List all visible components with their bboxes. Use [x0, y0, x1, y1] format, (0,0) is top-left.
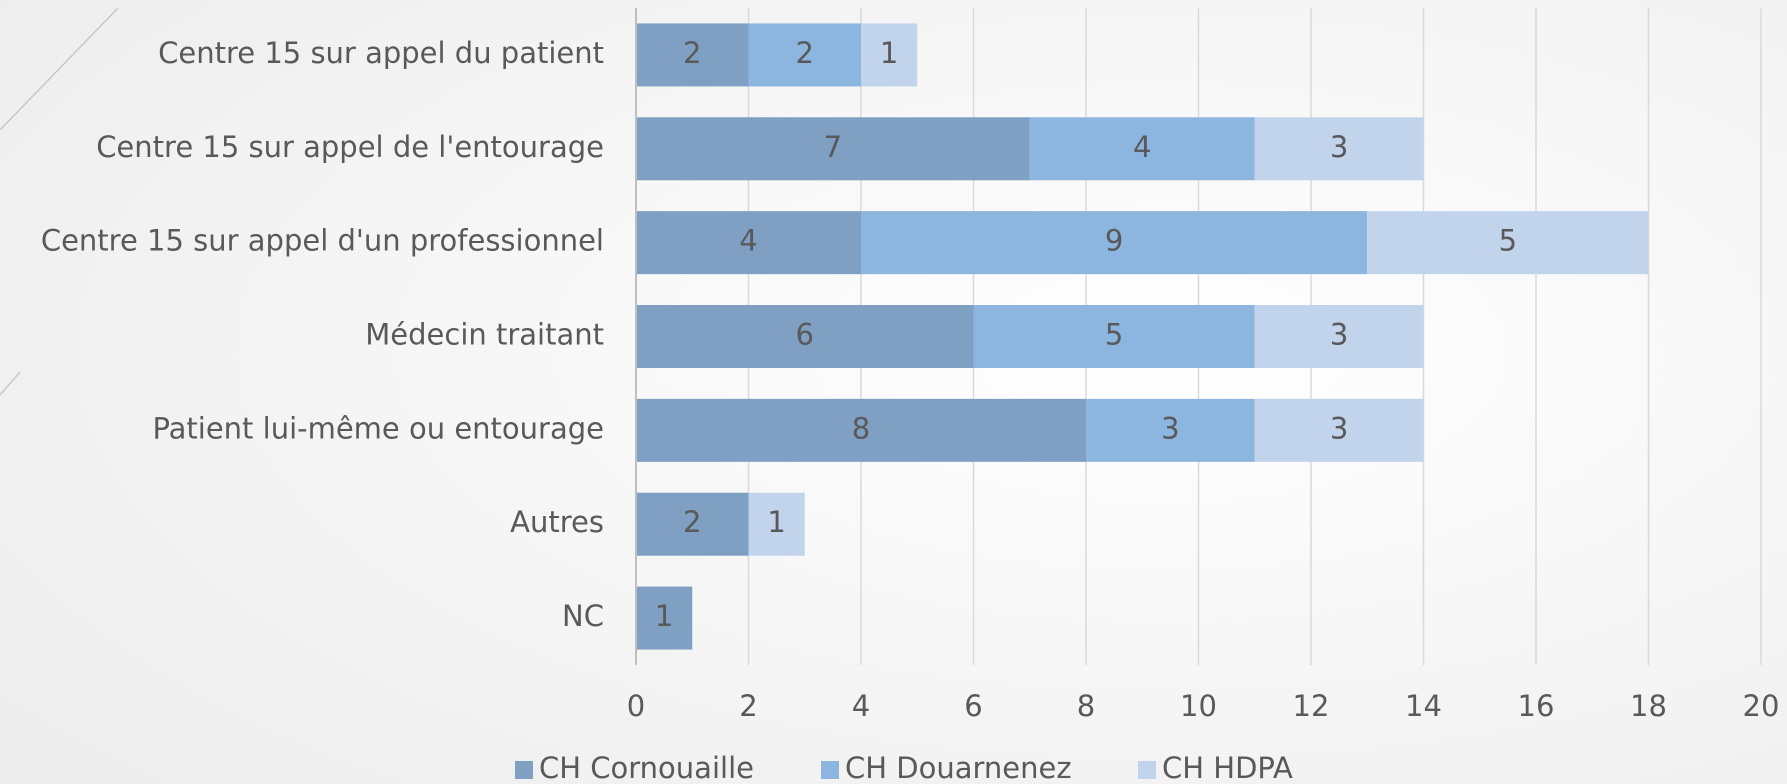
data-label: 1	[767, 505, 785, 539]
decoration	[0, 7, 119, 131]
y-tick-label: Médecin traitant	[365, 318, 604, 352]
data-label: 4	[739, 224, 757, 258]
bar-segment	[636, 398, 1086, 462]
bar-segment	[1086, 398, 1255, 462]
bar-segment	[973, 305, 1255, 368]
y-tick-label: Autres	[510, 505, 604, 539]
x-tick-label: 16	[1518, 689, 1555, 723]
bar-segment	[1254, 117, 1424, 181]
bar-segment	[861, 23, 918, 87]
bar-segment	[748, 23, 861, 87]
y-tick-label: Centre 15 sur appel d'un professionnel	[41, 224, 604, 258]
data-label: 9	[1105, 224, 1123, 258]
data-label: 3	[1330, 130, 1348, 164]
bar-segment	[636, 586, 693, 650]
bar-segment	[1254, 305, 1424, 368]
legend-label: CH HDPA	[1162, 751, 1293, 784]
x-tick-label: 4	[852, 689, 870, 723]
data-label: 3	[1161, 411, 1179, 445]
decoration	[0, 371, 21, 396]
legend-label: CH Douarnenez	[845, 751, 1072, 784]
data-label: 1	[880, 36, 898, 70]
bar-segment	[1367, 211, 1649, 275]
y-tick-label: Centre 15 sur appel de l'entourage	[96, 130, 604, 164]
data-label: 3	[1330, 411, 1348, 445]
x-tick-label: 0	[627, 689, 645, 723]
bar-segment	[636, 492, 749, 556]
data-label: 2	[683, 505, 701, 539]
x-tick-label: 6	[964, 689, 982, 723]
data-label: 8	[852, 411, 870, 445]
x-tick-label: 20	[1743, 689, 1780, 723]
data-label: 2	[796, 36, 814, 70]
bar-segment	[861, 211, 1368, 275]
x-tick-label: 18	[1630, 689, 1667, 723]
bar-segment	[748, 492, 805, 556]
legend-swatch	[515, 761, 533, 779]
data-label: 6	[796, 318, 814, 352]
data-label: 4	[1133, 130, 1151, 164]
data-label: 1	[655, 599, 673, 633]
x-tick-label: 10	[1180, 689, 1217, 723]
bar-segment	[636, 117, 1030, 181]
bar-segment	[1254, 398, 1424, 462]
data-label: 5	[1105, 318, 1123, 352]
x-tick-label: 14	[1405, 689, 1442, 723]
x-tick-label: 2	[739, 689, 757, 723]
legend-label: CH Cornouaille	[539, 751, 754, 784]
bar-segment	[636, 211, 861, 275]
y-tick-label: Patient lui-même ou entourage	[152, 411, 604, 445]
y-tick-label: Centre 15 sur appel du patient	[158, 36, 604, 70]
y-tick-label: NC	[562, 599, 604, 633]
x-tick-label: 12	[1293, 689, 1330, 723]
data-label: 3	[1330, 318, 1348, 352]
data-label: 5	[1499, 224, 1517, 258]
bar-segment	[636, 305, 974, 368]
legend-swatch	[821, 761, 839, 779]
bar-segment	[1029, 117, 1255, 181]
data-label: 7	[824, 130, 842, 164]
bar-segment	[636, 23, 749, 87]
x-tick-label: 8	[1077, 689, 1095, 723]
legend-swatch	[1138, 761, 1156, 779]
data-label: 2	[683, 36, 701, 70]
